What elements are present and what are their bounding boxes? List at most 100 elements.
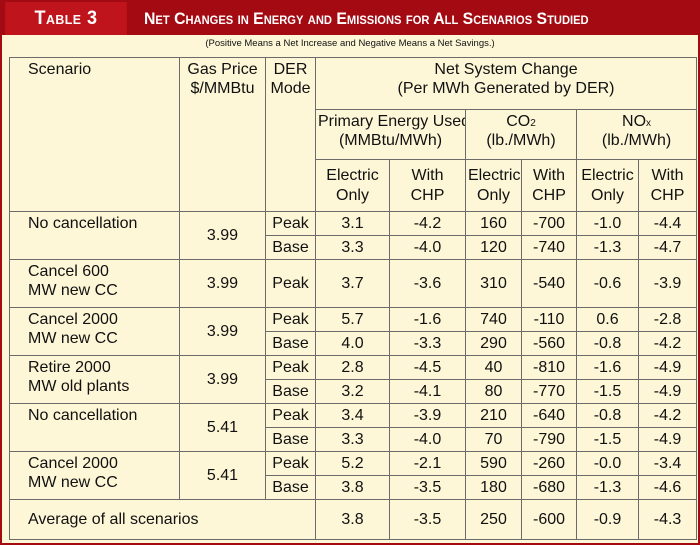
value-energy-with-chp: -1.6: [389, 307, 466, 332]
value-co2-electric-only: 180: [465, 475, 522, 500]
value-nox-with-chp: -4.9: [637, 379, 698, 404]
header-subcol-line2: CHP: [650, 186, 685, 204]
table-row: Cancel 2000 MW new CC 3.99 Peak 5.7 -1.6 740 -1…: [9, 307, 698, 356]
header-net-line2: (Per MWh Generated by DER): [397, 80, 615, 98]
value-nox-with-chp: -4.7: [637, 235, 698, 260]
value-energy-electric-only: 3.7: [315, 259, 390, 308]
header-gas-price: Gas Price $/MMBtu: [179, 57, 266, 212]
gas-price: 5.41: [179, 451, 266, 500]
value-energy-electric-only: 4.0: [315, 331, 390, 356]
header-co2-electric-only: Electric Only: [465, 159, 522, 212]
value-nox-with-chp: -3.9: [637, 259, 698, 308]
value-nox-electric-only: -0.0: [576, 451, 639, 476]
der-mode: Peak: [265, 451, 316, 476]
value-co2-with-chp: -680: [521, 475, 577, 500]
header-energy-with-chp: With CHP: [389, 159, 466, 212]
header-subcol-line1: Electric: [326, 167, 379, 185]
scenario-name-line1: Retire 2000: [28, 359, 111, 376]
scenario-name: No cancellation: [9, 403, 180, 452]
value-energy-electric-only: 3.1: [315, 211, 390, 236]
value-energy-with-chp: -3.3: [389, 331, 466, 356]
header-subcol-line2: Only: [591, 186, 624, 204]
scenario-name-line1: No cancellation: [28, 215, 138, 232]
average-row: Average of all scenarios 3.8 -3.5 250 -600 -0…: [9, 499, 698, 540]
value-co2-with-chp: -560: [521, 331, 577, 356]
average-energy-electric-only: 3.8: [315, 499, 390, 540]
header-der-mode: DER Mode: [265, 57, 316, 212]
scenario-name-line2: MW old plants: [28, 378, 130, 396]
value-energy-electric-only: 3.3: [315, 427, 390, 452]
value-co2-electric-only: 70: [465, 427, 522, 452]
der-mode: Peak: [265, 211, 316, 236]
value-co2-with-chp: -770: [521, 379, 577, 404]
header-nox-electric-only: Electric Only: [576, 159, 639, 212]
value-energy-with-chp: -4.0: [389, 427, 466, 452]
scenario-name-line1: No cancellation: [28, 407, 138, 424]
table-label: Table 3: [5, 2, 127, 35]
header-scenario: Scenario: [9, 57, 180, 212]
table-row: Cancel 600 MW new CC 3.99 Peak 3.7 -3.6 310 -54…: [9, 259, 698, 308]
header-subcol-line2: CHP: [532, 186, 566, 204]
der-mode: Peak: [265, 403, 316, 428]
scenario-name: No cancellation: [9, 211, 180, 260]
table-row: No cancellation 5.41 Peak 3.4 -3.9 210 -640 -0.…: [9, 403, 698, 452]
value-nox-electric-only: -1.0: [576, 211, 639, 236]
header-subcol-line2: Only: [336, 186, 369, 204]
value-nox-electric-only: -1.6: [576, 355, 639, 380]
gas-price: 3.99: [179, 355, 266, 404]
header-nox: NOx (lb./MWh): [575, 109, 698, 160]
der-mode: Base: [265, 475, 316, 500]
value-nox-electric-only: 0.6: [576, 307, 639, 332]
header-co2-unit: (lb./MWh): [486, 132, 556, 150]
scenario-name: Cancel 2000 MW new CC: [9, 307, 180, 356]
value-energy-with-chp: -2.1: [389, 451, 466, 476]
value-energy-with-chp: -3.9: [389, 403, 466, 428]
header-co2: CO2 (lb./MWh): [465, 109, 577, 160]
scenario-name: Retire 2000 MW old plants: [9, 355, 180, 404]
value-co2-electric-only: 40: [465, 355, 522, 380]
value-nox-electric-only: -0.8: [576, 331, 639, 356]
average-nox-with-chp: -4.3: [637, 499, 698, 540]
table-row: Base 3.3 -4.0 70 -790 -1.5 -4.9: [10, 427, 698, 452]
average-co2-with-chp: -600: [521, 499, 577, 540]
value-co2-with-chp: -700: [521, 211, 577, 236]
header-subcol-line1: With: [533, 167, 565, 185]
value-co2-with-chp: -260: [521, 451, 577, 476]
header-energy-line2: (MMBtu/MWh): [338, 132, 443, 150]
value-co2-with-chp: -540: [521, 259, 577, 308]
table-row: Base 3.3 -4.0 120 -740 -1.3 -4.7: [10, 235, 698, 260]
scenario-name-line1: Cancel 600: [28, 263, 109, 280]
value-energy-with-chp: -4.0: [389, 235, 466, 260]
average-co2-electric-only: 250: [465, 499, 522, 540]
value-nox-electric-only: -1.3: [576, 475, 639, 500]
value-energy-with-chp: -4.2: [389, 211, 466, 236]
value-nox-with-chp: -4.2: [637, 403, 698, 428]
der-mode: Peak: [265, 259, 316, 308]
header-subcol-line1: With: [411, 167, 444, 185]
table-row: Base 3.2 -4.1 80 -770 -1.5 -4.9: [10, 379, 698, 404]
value-energy-electric-only: 5.7: [315, 307, 390, 332]
scenario-name-line2: MW new CC: [28, 330, 118, 348]
value-nox-with-chp: -3.4: [637, 451, 698, 476]
table-title: Net Changes in Energy and Emissions for …: [144, 8, 589, 28]
header-co2-sub: 2: [530, 118, 536, 129]
header-co2-base: CO: [506, 113, 531, 130]
value-co2-electric-only: 740: [465, 307, 522, 332]
value-energy-electric-only: 3.4: [315, 403, 390, 428]
value-co2-with-chp: -810: [521, 355, 577, 380]
header-gas-price-line2: $/MMBtu: [190, 80, 255, 98]
der-mode: Peak: [265, 355, 316, 380]
header-subcol-line1: Electric: [581, 167, 634, 185]
value-energy-with-chp: -4.5: [389, 355, 466, 380]
value-co2-with-chp: -110: [521, 307, 577, 332]
scenario-name-line1: Cancel 2000: [28, 455, 118, 472]
header-energy-line1: Primary Energy Used: [318, 113, 466, 130]
value-co2-with-chp: -740: [521, 235, 577, 260]
value-nox-electric-only: -1.5: [576, 427, 639, 452]
value-co2-electric-only: 80: [465, 379, 522, 404]
scenario-name-line2: MW new CC: [28, 282, 118, 300]
value-energy-electric-only: 3.3: [315, 235, 390, 260]
gas-price: 3.99: [179, 259, 266, 308]
table-row: Base 4.0 -3.3 290 -560 -0.8 -4.2: [10, 331, 698, 356]
